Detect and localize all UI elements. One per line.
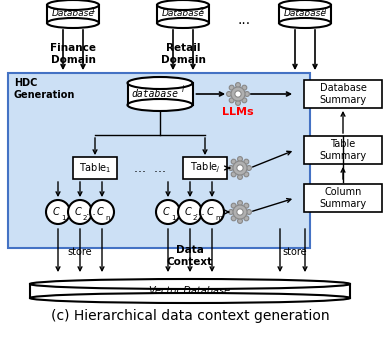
Text: C: C xyxy=(163,207,169,217)
Text: C: C xyxy=(97,207,103,217)
Text: 1: 1 xyxy=(61,215,66,221)
Text: 2: 2 xyxy=(83,215,87,221)
Text: 2: 2 xyxy=(193,215,197,221)
Circle shape xyxy=(229,98,234,103)
Text: Vector Database: Vector Database xyxy=(149,286,230,296)
Bar xyxy=(73,157,117,179)
Text: ...: ... xyxy=(85,207,96,217)
Text: store: store xyxy=(283,247,307,257)
Circle shape xyxy=(229,85,234,90)
Circle shape xyxy=(46,200,70,224)
Circle shape xyxy=(237,165,243,171)
Text: C: C xyxy=(184,207,191,217)
Bar xyxy=(8,73,310,248)
Bar xyxy=(157,5,209,23)
Text: ...  ...: ... ... xyxy=(134,162,166,174)
Circle shape xyxy=(238,174,243,180)
Text: Table
Summary: Table Summary xyxy=(319,139,367,161)
Ellipse shape xyxy=(128,77,193,89)
Text: C: C xyxy=(53,207,59,217)
Circle shape xyxy=(236,83,241,87)
Text: m: m xyxy=(215,215,222,221)
Circle shape xyxy=(90,200,114,224)
Text: Database: Database xyxy=(161,10,204,18)
Circle shape xyxy=(156,200,180,224)
Circle shape xyxy=(237,209,243,215)
Text: database: database xyxy=(131,89,179,99)
Circle shape xyxy=(231,203,236,208)
Bar xyxy=(128,83,193,105)
Text: n: n xyxy=(322,7,326,13)
Text: store: store xyxy=(68,247,92,257)
Ellipse shape xyxy=(279,0,331,10)
Text: HDC
Generation: HDC Generation xyxy=(14,78,75,100)
Bar xyxy=(304,80,382,108)
Ellipse shape xyxy=(47,18,99,28)
Circle shape xyxy=(242,98,247,103)
Bar xyxy=(47,5,99,23)
Circle shape xyxy=(238,201,243,205)
Text: Retail
Domain: Retail Domain xyxy=(161,43,206,65)
Ellipse shape xyxy=(47,0,99,10)
Bar xyxy=(183,157,227,179)
Text: Finance
Domain: Finance Domain xyxy=(50,43,96,65)
Bar xyxy=(304,136,382,164)
Circle shape xyxy=(233,161,247,175)
Text: i: i xyxy=(182,85,184,95)
Text: Data
Context: Data Context xyxy=(167,245,213,267)
Text: Database
Summary: Database Summary xyxy=(319,83,367,105)
Circle shape xyxy=(231,172,236,177)
Ellipse shape xyxy=(157,18,209,28)
Circle shape xyxy=(236,101,241,105)
Bar xyxy=(279,5,331,23)
Circle shape xyxy=(200,200,224,224)
Circle shape xyxy=(238,157,243,162)
Ellipse shape xyxy=(30,279,350,289)
Bar xyxy=(30,284,350,298)
Text: 2: 2 xyxy=(200,7,204,13)
Ellipse shape xyxy=(279,18,331,28)
Text: Table$_1$: Table$_1$ xyxy=(79,161,111,175)
Text: 1: 1 xyxy=(90,7,94,13)
Circle shape xyxy=(238,219,243,223)
Circle shape xyxy=(68,200,92,224)
Circle shape xyxy=(244,159,249,164)
Circle shape xyxy=(231,216,236,221)
Text: Column
Summary: Column Summary xyxy=(319,187,367,209)
Ellipse shape xyxy=(128,99,193,111)
Circle shape xyxy=(227,91,232,97)
Text: (c) Hierarchical data context generation: (c) Hierarchical data context generation xyxy=(51,309,329,323)
Ellipse shape xyxy=(30,293,350,303)
Text: n: n xyxy=(105,215,110,221)
Circle shape xyxy=(244,216,249,221)
Circle shape xyxy=(229,209,234,215)
Text: ...: ... xyxy=(238,13,250,27)
Circle shape xyxy=(245,91,250,97)
Circle shape xyxy=(231,159,236,164)
Circle shape xyxy=(244,203,249,208)
Text: C: C xyxy=(74,207,82,217)
Circle shape xyxy=(235,91,241,97)
Text: ...: ... xyxy=(195,207,206,217)
Text: Database: Database xyxy=(51,10,94,18)
Text: 1: 1 xyxy=(171,215,176,221)
Circle shape xyxy=(178,200,202,224)
Circle shape xyxy=(246,166,252,170)
Circle shape xyxy=(233,205,247,219)
Ellipse shape xyxy=(157,0,209,10)
Bar xyxy=(304,184,382,212)
Circle shape xyxy=(231,87,245,101)
Circle shape xyxy=(246,209,252,215)
Circle shape xyxy=(242,85,247,90)
Circle shape xyxy=(229,166,234,170)
Text: LLMs: LLMs xyxy=(222,107,254,117)
Text: Table$_j$: Table$_j$ xyxy=(190,161,220,175)
Text: Database: Database xyxy=(284,10,326,18)
Text: C: C xyxy=(207,207,213,217)
Circle shape xyxy=(244,172,249,177)
